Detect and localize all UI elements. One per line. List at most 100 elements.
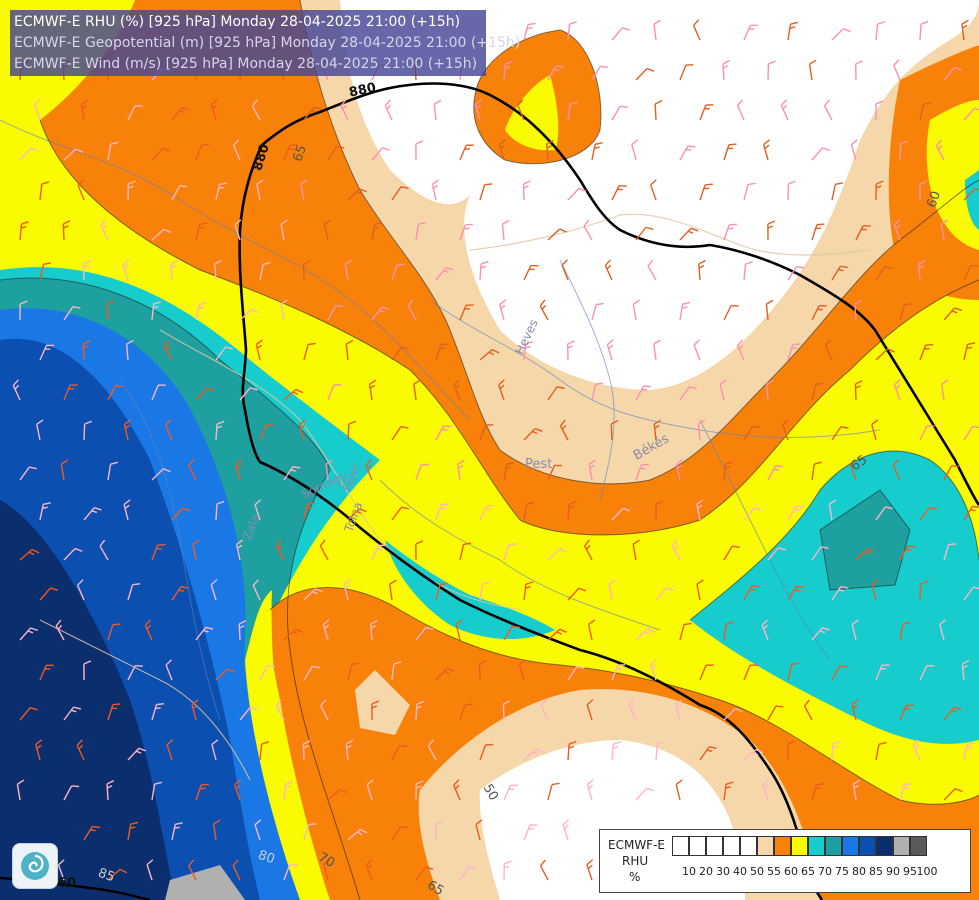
wind-barb-shaft	[415, 224, 420, 241]
wind-barb	[171, 507, 191, 521]
wind-barb-feather	[685, 148, 692, 151]
wind-barb-feather	[725, 461, 733, 465]
wind-barb	[919, 102, 932, 121]
wind-barb	[371, 147, 390, 161]
wind-barb	[63, 384, 78, 401]
wind-barb-shaft	[547, 465, 556, 481]
wind-barb	[963, 741, 975, 761]
wind-barb-feather	[505, 466, 512, 469]
wind-barb-shaft	[851, 624, 857, 641]
wind-barb-feather	[745, 261, 753, 265]
wind-barb	[518, 659, 526, 681]
wind-barb-feather	[763, 784, 769, 790]
wind-barb	[63, 785, 80, 801]
wind-barb-shaft	[919, 425, 928, 441]
wind-barb-feather	[675, 779, 683, 786]
wind-barb	[171, 586, 189, 601]
wind-barb-feather	[500, 304, 506, 309]
legend-tick: 75	[835, 865, 849, 878]
wind-barb-feather	[60, 459, 69, 465]
wind-barb-feather	[650, 179, 657, 186]
wind-barb-feather	[303, 740, 311, 745]
wind-barb-feather	[386, 104, 392, 110]
wind-barb-feather	[397, 263, 405, 266]
wind-barb	[474, 99, 482, 121]
wind-barb	[435, 425, 452, 441]
wind-barb-feather	[463, 227, 470, 230]
wind-barb-shaft	[99, 545, 109, 561]
wind-barb-shaft	[631, 144, 637, 161]
wind-barb	[298, 419, 306, 441]
wind-barb-shaft	[743, 664, 751, 681]
wind-barb-feather	[604, 259, 611, 266]
wind-barb	[99, 539, 109, 561]
wind-barb-feather	[376, 548, 383, 550]
wind-barb-shaft	[811, 384, 817, 401]
wind-barb-feather	[351, 662, 360, 666]
wind-barb-feather	[312, 665, 321, 669]
wind-barb-shaft	[523, 824, 531, 841]
wind-barb-feather	[27, 630, 34, 634]
wind-barb	[459, 542, 472, 561]
wind-barb-shaft	[283, 388, 297, 401]
wind-barb-shaft	[107, 704, 114, 721]
wind-barb-feather	[647, 259, 654, 267]
wind-barb-feather	[855, 385, 861, 389]
wind-barb	[935, 139, 945, 161]
wind-barb-shaft	[303, 666, 314, 681]
wind-barb-feather	[340, 99, 347, 107]
wind-barb	[917, 259, 926, 281]
wind-barb-shaft	[433, 104, 437, 121]
wind-barb-feather	[632, 299, 641, 305]
wind-barb-feather	[57, 624, 63, 630]
wind-barb-shaft	[654, 103, 657, 121]
wind-barb-shaft	[127, 824, 132, 841]
wind-barb	[963, 342, 976, 361]
wind-barb	[215, 346, 234, 361]
wind-barb-feather	[339, 788, 348, 794]
wind-barb-feather	[50, 587, 58, 591]
wind-barb-feather	[77, 179, 85, 186]
wind-barb-shaft	[743, 184, 749, 201]
wind-barb-shaft	[811, 784, 818, 801]
wind-barb	[831, 28, 851, 41]
wind-barb	[854, 380, 863, 401]
wind-barb	[761, 619, 769, 641]
wind-barb	[849, 459, 857, 481]
wind-barb	[940, 219, 949, 241]
wind-barb-feather	[583, 219, 590, 227]
wind-barb	[697, 419, 706, 441]
wind-barb-feather	[924, 347, 930, 350]
wind-barb-feather	[698, 265, 705, 269]
wind-barb-feather	[307, 342, 316, 346]
wind-barb-feather	[649, 659, 657, 666]
wind-barb-shaft	[435, 425, 445, 441]
wind-barb	[151, 544, 166, 561]
wind-barb	[698, 259, 706, 281]
wind-barb-feather	[815, 787, 821, 790]
wind-barb-shaft	[591, 384, 597, 401]
wind-barb-feather	[68, 388, 74, 390]
wind-barb-feather	[280, 219, 288, 225]
wind-barb-feather	[966, 346, 973, 349]
wind-barb-feather	[822, 147, 831, 152]
wind-barb-feather	[441, 428, 448, 431]
wind-barb	[787, 21, 799, 41]
wind-barb-feather	[73, 706, 82, 710]
wind-barb	[723, 621, 734, 641]
wind-barb-feather	[966, 746, 972, 749]
wind-barb-feather	[374, 221, 383, 225]
wind-barb-feather	[443, 270, 449, 273]
wind-barb	[251, 99, 261, 121]
wind-barb-shaft	[391, 264, 398, 281]
wind-barb-feather	[755, 748, 764, 754]
wind-barb	[963, 264, 979, 281]
wind-barb-shaft	[163, 345, 173, 361]
wind-barb-feather	[84, 420, 93, 425]
wind-barb	[151, 301, 162, 321]
legend-tick: 55	[767, 865, 781, 878]
wind-barb-feather	[485, 508, 491, 511]
wind-barb-shaft	[384, 105, 393, 121]
wind-barb-shaft	[283, 628, 297, 641]
wind-barb-feather	[212, 104, 218, 110]
